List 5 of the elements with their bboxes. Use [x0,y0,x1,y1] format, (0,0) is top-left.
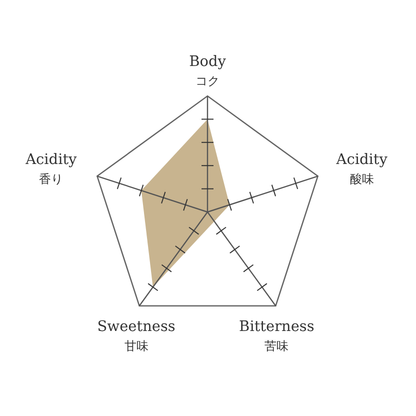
spoke-label: Acidity 香り [24,152,78,186]
spoke-label: Acidity 酸味 [335,152,388,186]
spoke-label: Sweetness 甘味 [97,318,176,353]
spoke-label: Bitterness 苦味 [239,318,314,353]
spoke-label: Body コク [189,54,227,88]
